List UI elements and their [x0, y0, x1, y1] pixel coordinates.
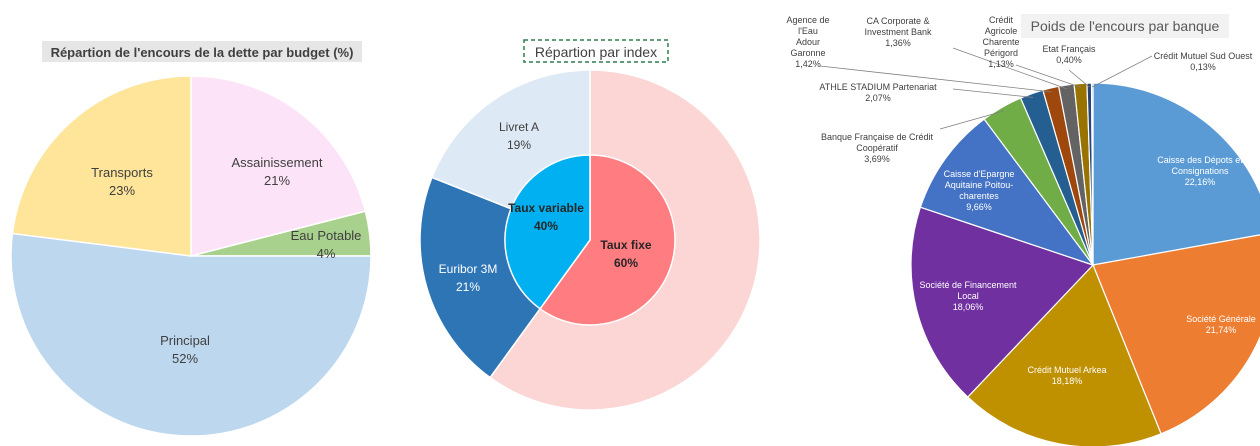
- label-credit-mutuel-sud-ouest: Crédit Mutuel Sud Ouest 0,13%: [1154, 51, 1253, 72]
- leader-line-athle-stadium-partenariat: [952, 88, 1034, 98]
- chart-banks-title-background: [1021, 14, 1229, 38]
- label-taux-fixe: Taux fixe 60%: [600, 238, 651, 270]
- label-societe-de-financement-local: Société de Financement Local 18,06%: [919, 280, 1017, 312]
- inner-slice-taux-fixe: [538, 154, 676, 326]
- slice-credit-mutuel-sud-ouest: [1090, 82, 1094, 266]
- chart-index-title: Répartion par index: [535, 44, 657, 60]
- leader-line-etat-francais: [1068, 69, 1090, 88]
- label-assainissement: Assainissement 21%: [231, 155, 322, 188]
- label-caisse-d-epargne-aquitaine-poitou-charentes: Caisse d'Epargne Aquitaine Poitou-charent…: [944, 169, 1015, 212]
- chart-index-title-box: [523, 39, 669, 63]
- chart-budget: Répartion de l'encours de la dette par b…: [10, 41, 372, 437]
- label-athle-stadium-partenariat: ATHLE STADIUM Partenariat 2,07%: [819, 82, 937, 103]
- chart-budget-title-background: [42, 41, 362, 62]
- slice-societe-generale: [1092, 234, 1260, 435]
- chart-budget-title: Répartion de l'encours de la dette par b…: [51, 45, 354, 60]
- slice-societe-de-financement-local: [910, 206, 1095, 398]
- chart-banks: Poids de l'encours par banque Caisse des …: [786, 14, 1260, 446]
- chart-banks-title: Poids de l'encours par banque: [1031, 18, 1220, 34]
- slice-caisse-des-depots-et-consignations: [1092, 82, 1260, 266]
- slice-transports: [11, 75, 192, 257]
- label-eau-potable: Eau Potable 4%: [291, 228, 362, 261]
- label-banque-francaise-de-credit-cooperatif: Banque Française de Crédit Coopératif 3,69…: [821, 132, 934, 164]
- leader-line-credit-agricole-charente-perigord: [1015, 64, 1081, 88]
- label-caisse-des-depots-et-consignations: Caisse des Dépots et Consignations 22,16%: [1157, 155, 1243, 187]
- leader-line-ca-corporate-investment-bank: [952, 47, 1068, 90]
- label-societe-generale: Société Générale 21,74%: [1186, 314, 1256, 335]
- leader-line-credit-mutuel-sud-ouest: [1092, 55, 1153, 88]
- label-principal: Principal 52%: [160, 333, 210, 366]
- label-ca-corporate-investment-bank: CA Corporate & Investment Bank 1,36%: [864, 16, 932, 48]
- slice-assainissement: [190, 75, 367, 257]
- label-agence-de-l-eau-adour-garonne: Agence de l'Eau Adour Garonne 1,42%: [786, 15, 829, 69]
- inner-slice-taux-variable: [504, 154, 591, 310]
- label-credit-agricole-charente-perigord: Crédit Agricole Charente Périgord 1,13%: [982, 15, 1019, 69]
- label-credit-mutuel-arkea: Crédit Mutuel Arkea 18,18%: [1027, 365, 1106, 386]
- label-euribor-3m: Euribor 3M 21%: [439, 262, 498, 294]
- slice-principal: [10, 232, 372, 437]
- slice-credit-mutuel-arkea: [966, 263, 1162, 446]
- label-taux-variable: Taux variable 40%: [508, 201, 584, 233]
- chart-index: Répartion par index Livret A 19% Euribor 3M…: [419, 39, 761, 411]
- slice-caisse-d-epargne-aquitaine-poitou-charentes: [919, 118, 1095, 267]
- leader-line-agence-de-l-eau-adour-garonne: [819, 65, 1052, 93]
- label-etat-francais: Etat Français 0,40%: [1042, 44, 1096, 65]
- label-transports: Transports 23%: [91, 165, 153, 198]
- leader-line-banque-francaise-de-credit-cooperatif: [939, 110, 1004, 130]
- label-livret-a: Livret A 19%: [499, 120, 539, 152]
